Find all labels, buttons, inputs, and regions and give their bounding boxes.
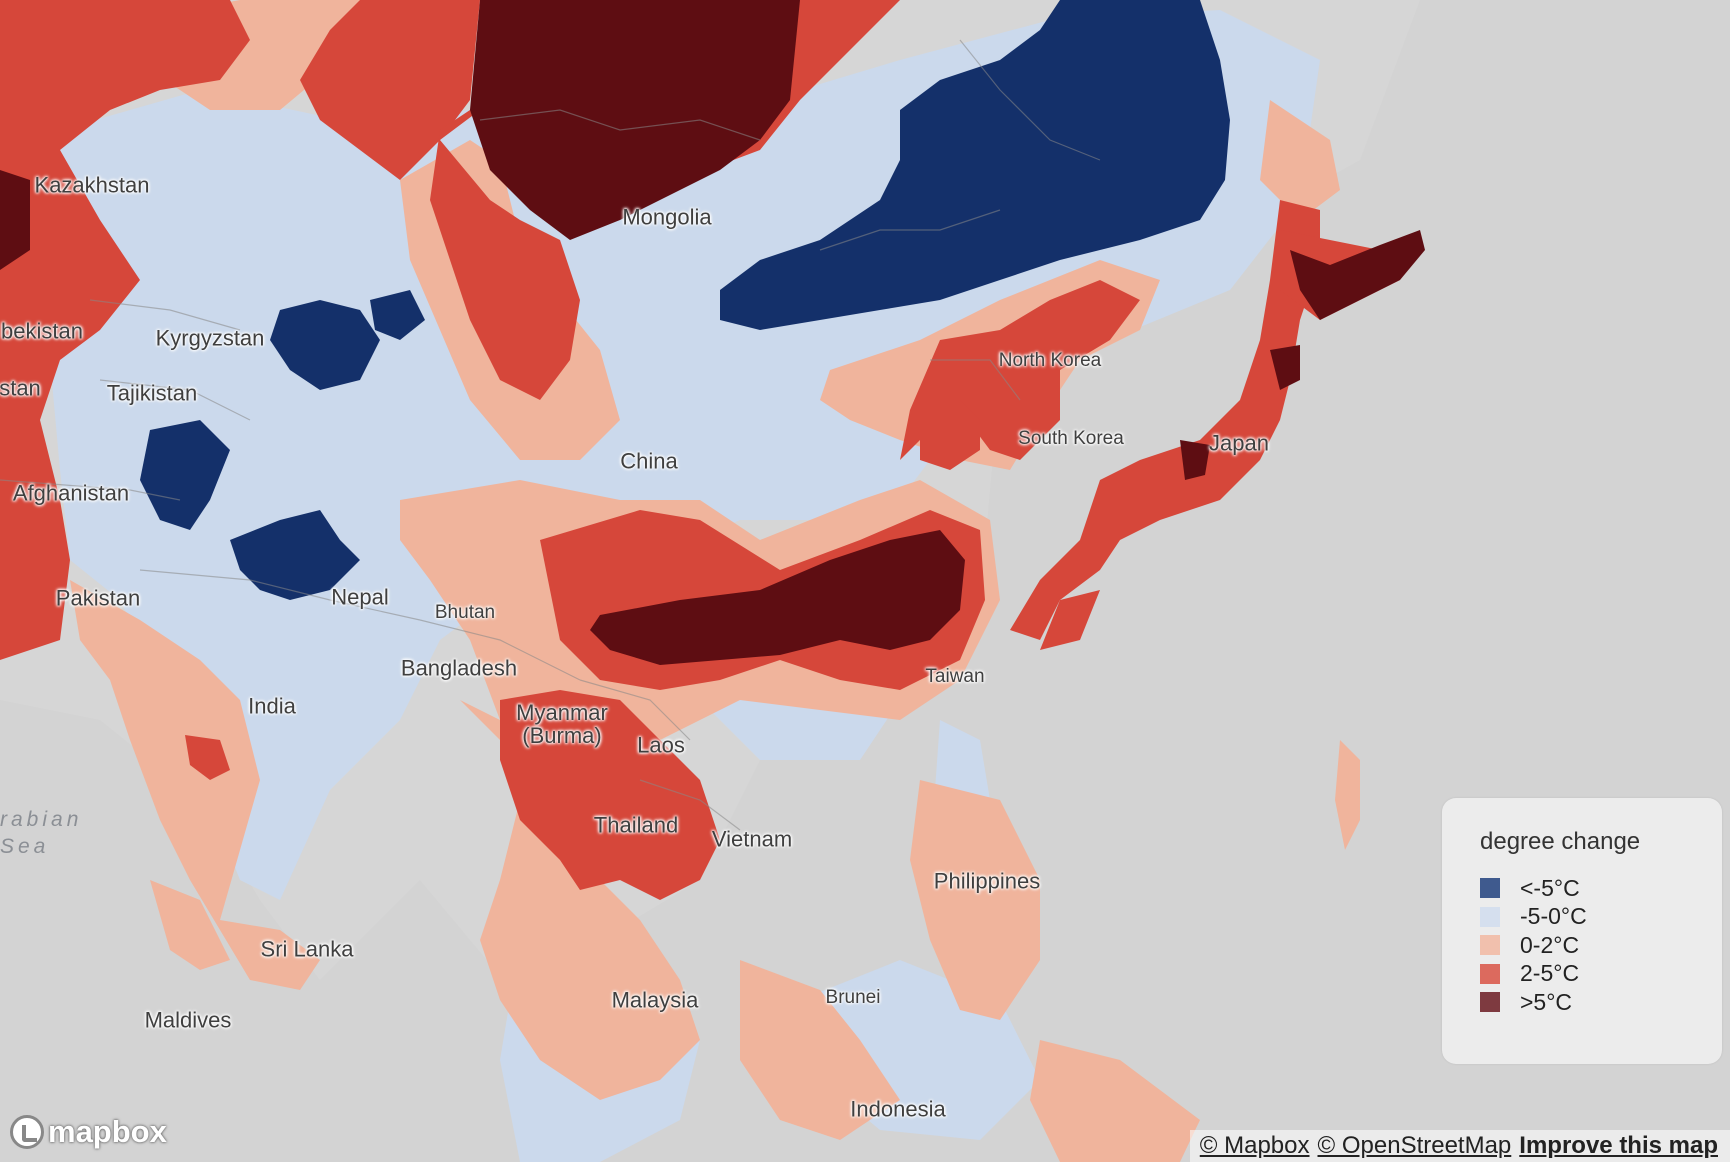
label-myanmar: Myanmar (Burma) [516,699,608,748]
band-lt-minus5-tibet [230,510,360,600]
label-malaysia: Malaysia [611,987,699,1013]
label-taiwan: Taiwan [925,666,985,688]
band-lt-minus5-siberia [720,0,1230,330]
legend-title: degree change [1480,828,1641,855]
label-nepal: Nepal [331,584,389,610]
attribution-osm-link[interactable]: © OpenStreetMap [1317,1132,1512,1159]
label-bangladesh: Bangladesh [400,655,518,681]
label-sri-lanka: Sri Lanka [260,936,354,962]
label-bhutan: Bhutan [434,602,496,624]
band-2-5-korea [900,280,1140,460]
label-philippines: Philippines [933,868,1041,894]
band-0-2-ryukyu [1335,740,1360,850]
label-uzbekistan: bekistan [1,318,83,344]
band-2-5-northwest [0,0,250,660]
label-laos: Laos [637,732,685,758]
band-2-5-korea-west [920,400,980,470]
legend-swatch-minus5-0 [1480,906,1500,927]
attribution-mapbox-link[interactable]: © Mapbox [1199,1132,1310,1159]
label-turkmenistan: stan [0,375,41,401]
attribution-bar: © Mapbox © OpenStreetMap Improve this ma… [1189,1130,1730,1162]
legend-row-gt5: >5°C [1480,988,1722,1017]
improve-map-link[interactable]: Improve this map [1519,1132,1718,1159]
legend-row-0-2: 0-2°C [1480,931,1722,960]
band-0-2-india [70,580,320,990]
legend-label-2-5: 2-5°C [1520,960,1580,987]
label-brunei: Brunei [825,987,881,1009]
legend-swatch-0-2 [1480,935,1500,956]
label-indonesia: Indonesia [850,1096,946,1122]
band-gt5-west [0,170,30,270]
band-gt5-japan-mid [1270,345,1300,390]
band-0-2-phil [910,780,1040,1020]
legend-label-0-2: 0-2°C [1520,931,1580,958]
label-kazakhstan: Kazakhstan [34,172,150,198]
label-tajikistan: Tajikistan [106,380,198,406]
legend-row-minus5-0: -5-0°C [1480,903,1722,932]
label-china: China [620,448,678,474]
band-2-5-indochina [500,690,720,900]
legend-swatch-gt5 [1480,992,1500,1013]
label-afghanistan: Afghanistan [12,480,130,506]
legend-label-gt5: >5°C [1520,988,1573,1015]
legend-panel: degree change <-5°C -5-0°C 0-2°C 2-5°C >… [1442,798,1722,1064]
label-japan: Japan [1209,430,1269,456]
legend-swatch-lt-minus5 [1480,878,1500,899]
label-kyrgyzstan: Kyrgyzstan [155,325,265,351]
band-0-2-japan [1260,100,1340,220]
band-2-5-kyushu [1040,590,1100,650]
label-india: India [248,693,296,719]
legend-row-lt-minus5: <-5°C [1480,874,1722,903]
band-gt5-kansai [1180,440,1210,480]
label-pakistan: Pakistan [55,585,141,611]
label-thailand: Thailand [593,812,679,838]
legend-label-lt-minus5: <-5°C [1520,874,1580,901]
band-gt5-china [590,530,965,665]
label-north-korea: North Korea [998,350,1102,372]
label-south-korea: South Korea [1018,428,1124,450]
mapbox-logo-icon [10,1115,44,1149]
band-lt-minus5-kyrgyz-e [370,290,425,340]
mapbox-logo[interactable]: mapbox [10,1114,167,1150]
legend-swatch-2-5 [1480,963,1500,984]
band-gt5-mongolia [470,0,800,240]
band-0-2-indo [1030,1040,1200,1162]
arabian-sea-label: rabian Sea [0,808,83,859]
label-vietnam: Vietnam [711,826,793,852]
band-0-2-borneo [740,960,900,1140]
band-lt-minus5-kyrgyz [270,300,380,390]
legend-label-minus5-0: -5-0°C [1520,903,1587,930]
band-2-5-japan [1010,200,1320,640]
country-borders [0,39,1101,831]
band-gt5-japan [1290,230,1425,320]
band-0-2-india-south [150,880,230,970]
legend-row-2-5: 2-5°C [1480,960,1722,989]
band-2-5-india-east [185,735,230,780]
band-2-5-north-central [300,0,480,180]
band-lt-minus5-tajik [140,420,230,530]
label-maldives: Maldives [144,1007,232,1033]
label-mongolia: Mongolia [622,204,712,230]
mapbox-logo-text: mapbox [48,1114,167,1149]
